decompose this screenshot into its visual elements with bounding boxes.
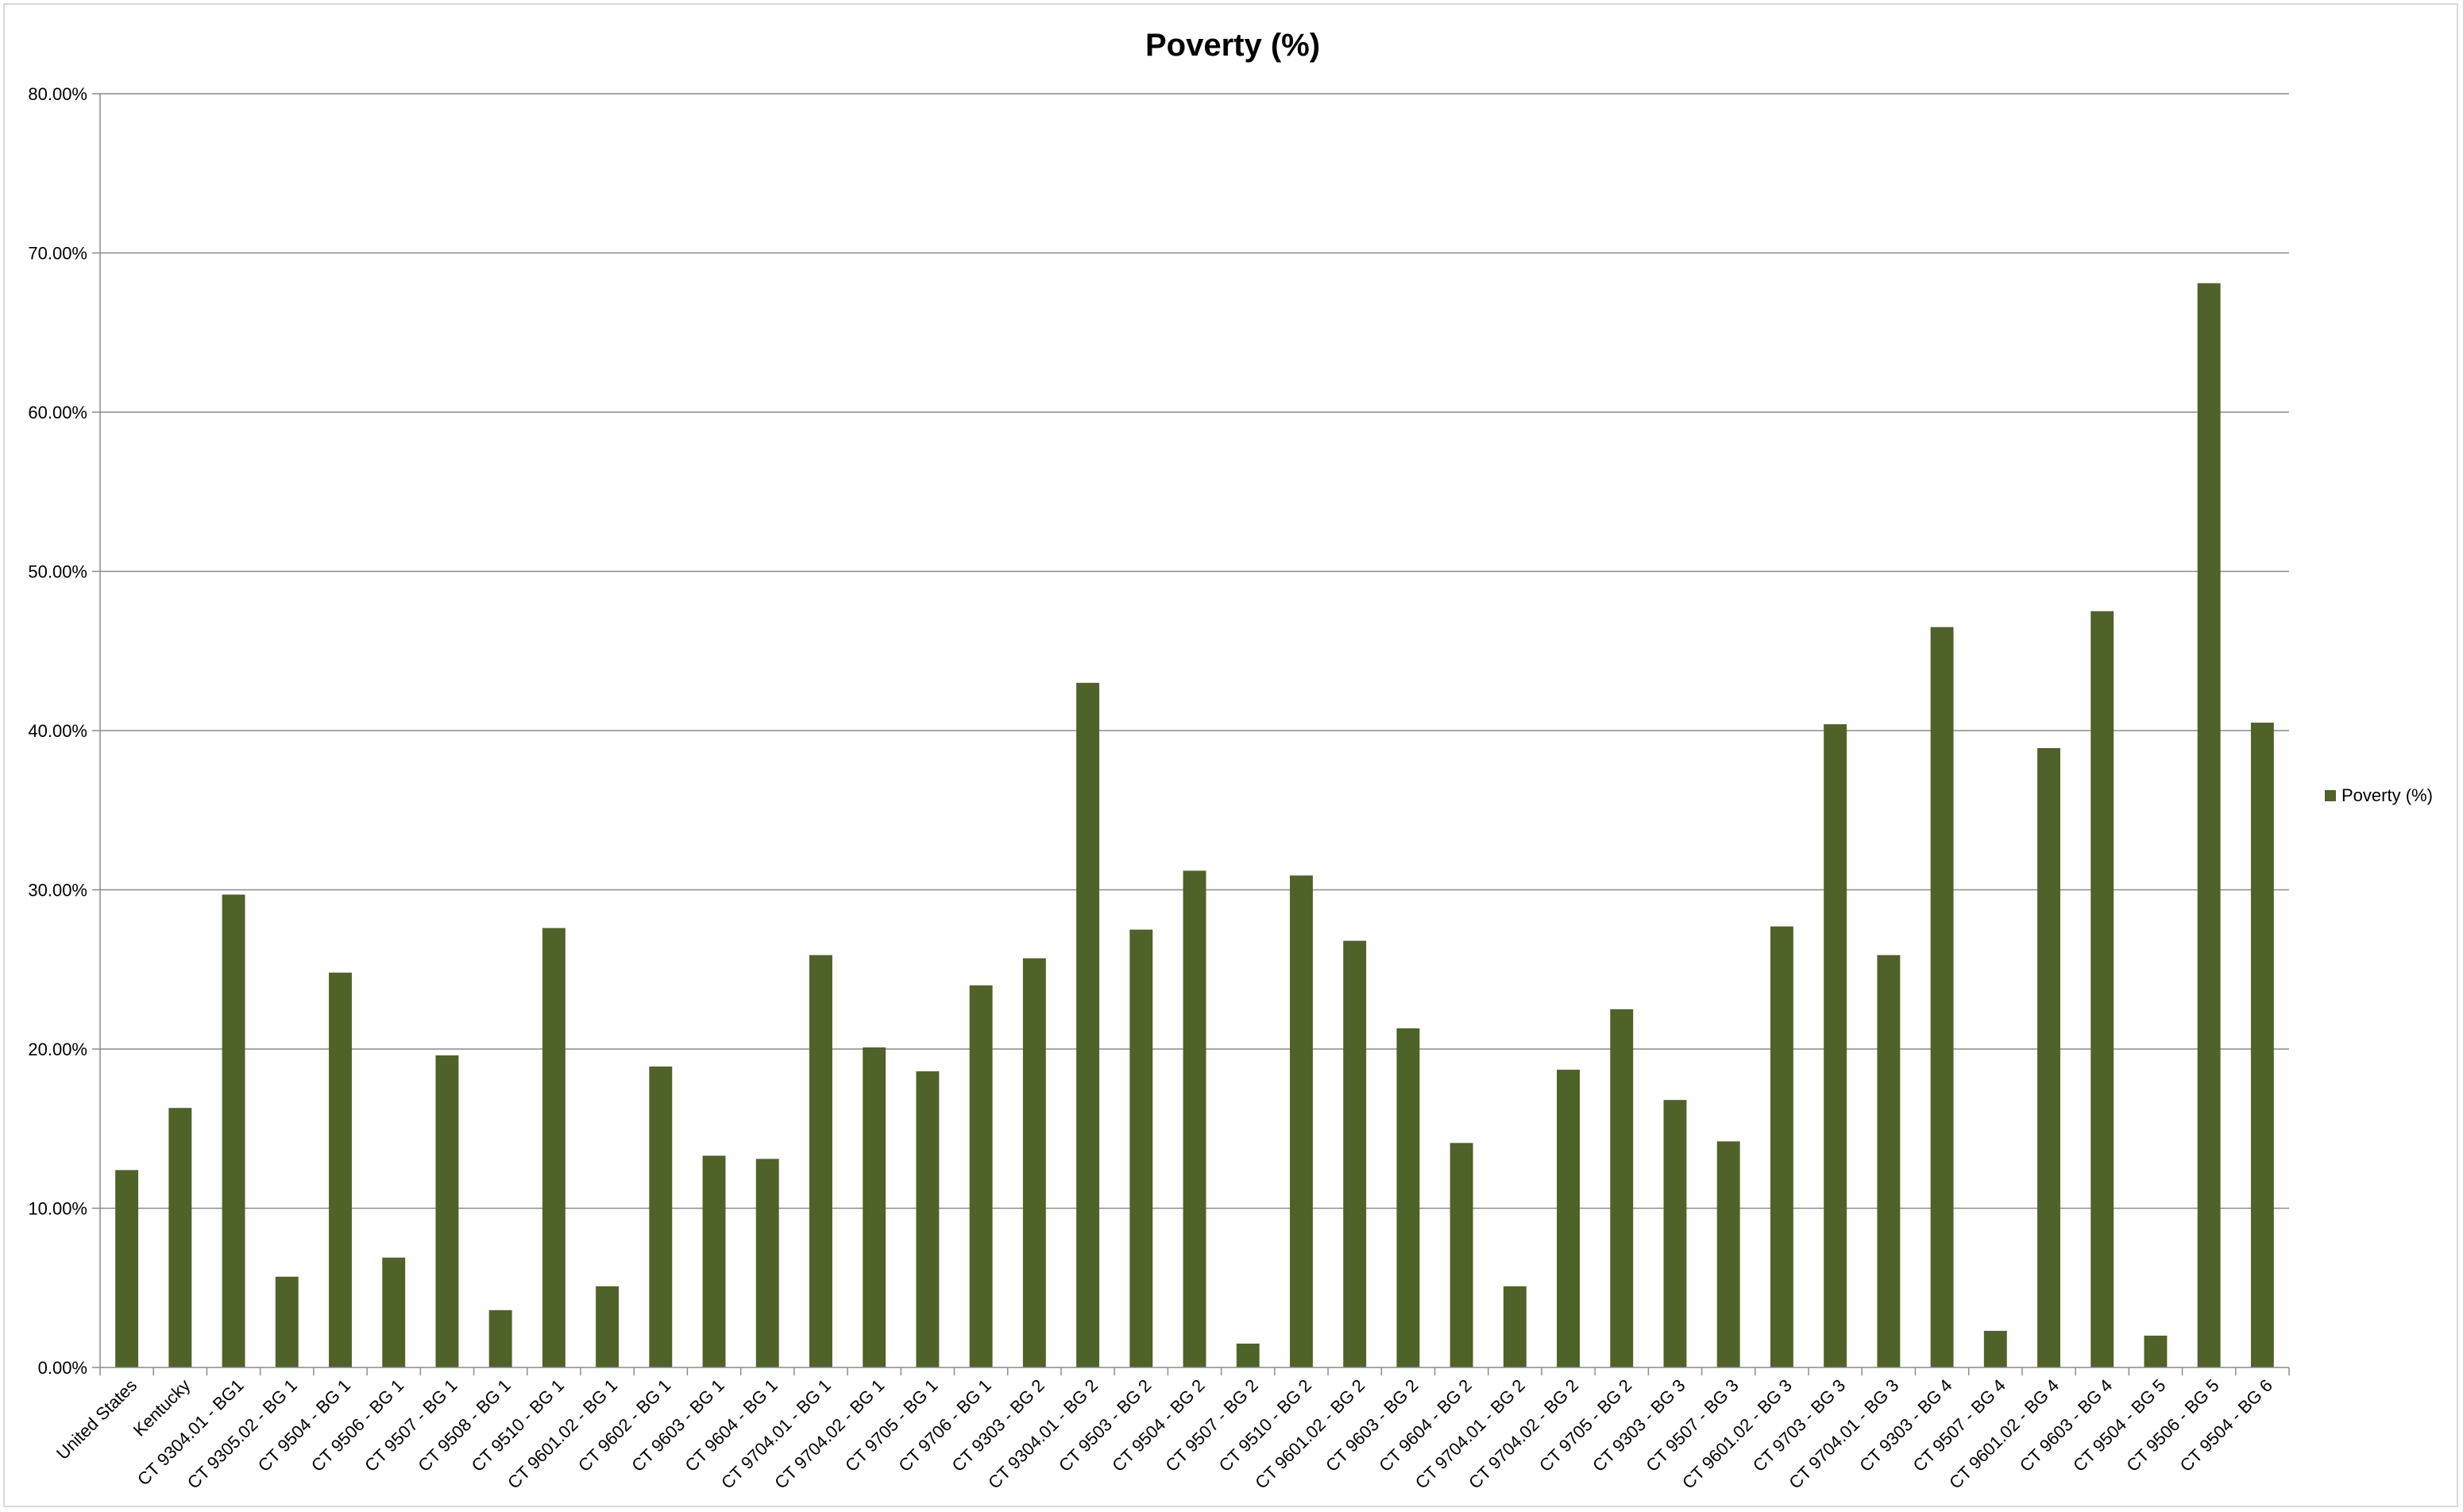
bar	[1396, 1028, 1420, 1367]
bar	[1983, 1330, 2007, 1367]
bar	[863, 1047, 886, 1367]
x-tick-label: CT 9506 - BG 5	[2122, 1375, 2222, 1475]
x-tick-label: CT 9303 - BG 4	[1855, 1375, 1955, 1475]
bar	[115, 1170, 139, 1367]
bar	[329, 972, 352, 1367]
x-tick-label: CT 9508 - BG 1	[414, 1375, 514, 1475]
y-tick-label: 60.00%	[28, 403, 87, 422]
bars	[115, 283, 2274, 1368]
bar	[702, 1155, 726, 1367]
legend: Poverty (%)	[2325, 785, 2433, 805]
bar	[1716, 1141, 1740, 1367]
x-tick-label: CT 9504 - BG 6	[2176, 1375, 2276, 1475]
x-tick-label: CT 9602 - BG 1	[574, 1375, 674, 1475]
bar	[1129, 929, 1153, 1367]
x-tick-label: CT 9506 - BG 1	[307, 1375, 407, 1475]
x-tick-label: CT 9303 - BG 3	[1589, 1375, 1689, 1475]
bar	[1450, 1143, 1473, 1367]
x-tick-label: CT 9603 - BG 2	[1322, 1375, 1422, 1475]
bar	[1183, 870, 1206, 1367]
x-tick-label: CT 9603 - BG 1	[627, 1375, 728, 1475]
bar	[1022, 958, 1046, 1367]
bar	[222, 894, 245, 1367]
bar	[916, 1071, 940, 1367]
bar	[2250, 722, 2274, 1367]
bar	[275, 1276, 299, 1367]
bar	[1770, 926, 1793, 1367]
x-tick-label: CT 9706 - BG 1	[894, 1375, 994, 1475]
x-tick-label: CT 9604 - BG 1	[681, 1375, 781, 1475]
x-tick-label: CT 9507 - BG 1	[361, 1375, 461, 1475]
x-tick-label: CT 9510 - BG 1	[468, 1375, 568, 1475]
bar	[596, 1286, 620, 1367]
bar	[168, 1108, 192, 1367]
y-tick-label: 40.00%	[28, 721, 87, 741]
y-axis-ticks: 0.00% 10.00% 20.00% 30.00% 40.00% 50.00% 60.00…	[28, 84, 87, 1378]
x-tick-label: CT 9705 - BG 2	[1535, 1375, 1635, 1475]
y-tick-label: 20.00%	[28, 1040, 87, 1059]
bar	[1930, 627, 1954, 1367]
bar	[755, 1159, 779, 1367]
x-tick-label: United States	[52, 1375, 141, 1464]
bar	[1076, 682, 1100, 1367]
x-tick-label: CT 9507 - BG 4	[1909, 1375, 2009, 1475]
y-tick-label: 80.00%	[28, 84, 87, 104]
x-tick-label: CT 9504 - BG 2	[1108, 1375, 1208, 1475]
y-tick-label: 70.00%	[28, 244, 87, 264]
x-tick-label: CT 9503 - BG 2	[1055, 1375, 1155, 1475]
bar	[649, 1066, 673, 1367]
bar	[2037, 748, 2060, 1367]
x-tick-label: CT 9603 - BG 4	[2016, 1375, 2116, 1475]
x-tick-label: CT 9504 - BG 5	[2069, 1375, 2169, 1475]
bar	[2197, 283, 2221, 1368]
bar	[1557, 1070, 1580, 1367]
bar	[1824, 723, 1847, 1367]
chart-title: Poverty (%)	[1145, 28, 1320, 63]
bar	[969, 985, 993, 1367]
x-tick-label: CT 9604 - BG 2	[1375, 1375, 1475, 1475]
bar	[1663, 1100, 1687, 1367]
x-tick-label: CT 9507 - BG 2	[1161, 1375, 1261, 1475]
y-tick-label: 0.00%	[38, 1358, 87, 1378]
bar	[435, 1055, 459, 1367]
y-tick-label: 10.00%	[28, 1199, 87, 1219]
x-tick-label: CT 9510 - BG 2	[1215, 1375, 1315, 1475]
gridlines	[100, 93, 2289, 1209]
bar	[542, 928, 566, 1367]
bar	[1236, 1343, 1260, 1367]
x-tick-label: CT 9705 - BG 1	[841, 1375, 941, 1475]
bar	[2090, 611, 2114, 1367]
bar	[1610, 1009, 1634, 1367]
bar	[1877, 955, 1901, 1367]
bar	[1503, 1286, 1527, 1367]
y-tick-label: 50.00%	[28, 562, 87, 582]
bar	[1343, 940, 1367, 1367]
x-tick-label: CT 9303 - BG 2	[948, 1375, 1048, 1475]
x-tick-label: CT 9504 - BG 1	[254, 1375, 354, 1475]
legend-swatch	[2325, 790, 2336, 801]
axes	[92, 93, 2290, 1375]
bar	[1289, 875, 1313, 1367]
bar	[488, 1310, 512, 1367]
x-tick-label: CT 9703 - BG 3	[1749, 1375, 1849, 1475]
legend-label: Poverty (%)	[2341, 785, 2433, 805]
bar	[2144, 1335, 2168, 1367]
bar	[809, 955, 832, 1367]
x-tick-label: CT 9507 - BG 3	[1642, 1375, 1742, 1475]
bar	[382, 1257, 406, 1367]
y-tick-label: 30.00%	[28, 881, 87, 901]
